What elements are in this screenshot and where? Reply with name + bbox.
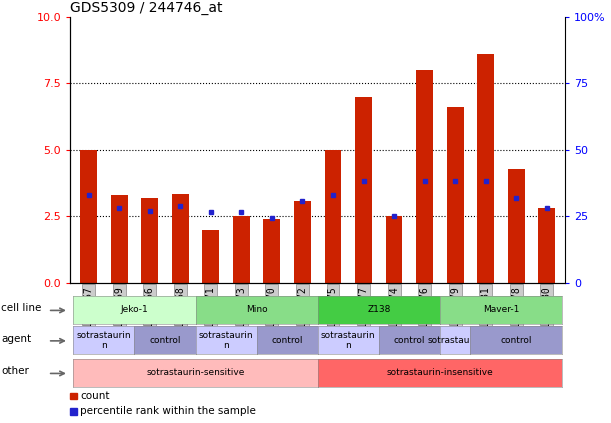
Text: Maver-1: Maver-1 (483, 305, 519, 314)
Bar (70, 408, 77, 415)
Bar (263, 219, 280, 283)
Bar (172, 194, 189, 283)
Text: sotrastaurin
n: sotrastaurin n (199, 331, 254, 350)
Bar (80, 150, 97, 283)
Text: control: control (271, 336, 303, 345)
Bar (324, 150, 342, 283)
Bar (538, 209, 555, 283)
Text: Z138: Z138 (367, 305, 390, 314)
Text: sotrastaurin: sotrastaurin (428, 336, 483, 345)
Text: agent: agent (1, 334, 32, 344)
Text: count: count (80, 391, 109, 401)
Bar (355, 97, 372, 283)
Bar (111, 195, 128, 283)
Bar (202, 230, 219, 283)
Bar (508, 169, 525, 283)
Bar (447, 107, 464, 283)
Text: sotrastaurin-insensitive: sotrastaurin-insensitive (387, 368, 493, 377)
Bar (294, 201, 311, 283)
Text: control: control (393, 336, 425, 345)
Text: Mino: Mino (246, 305, 268, 314)
Bar (477, 54, 494, 283)
Bar (416, 70, 433, 283)
Text: sotrastaurin
n: sotrastaurin n (76, 331, 131, 350)
Bar (233, 217, 250, 283)
Bar (141, 198, 158, 283)
Text: sotrastaurin
n: sotrastaurin n (321, 331, 376, 350)
Text: GDS5309 / 244746_at: GDS5309 / 244746_at (70, 0, 223, 14)
Text: sotrastaurin-sensitive: sotrastaurin-sensitive (146, 368, 245, 377)
Bar (386, 217, 403, 283)
Bar (70, 393, 77, 399)
Text: control: control (500, 336, 532, 345)
Text: cell line: cell line (1, 303, 42, 313)
Text: control: control (149, 336, 181, 345)
Text: percentile rank within the sample: percentile rank within the sample (80, 407, 256, 416)
Text: other: other (1, 366, 29, 376)
Text: Jeko-1: Jeko-1 (120, 305, 148, 314)
